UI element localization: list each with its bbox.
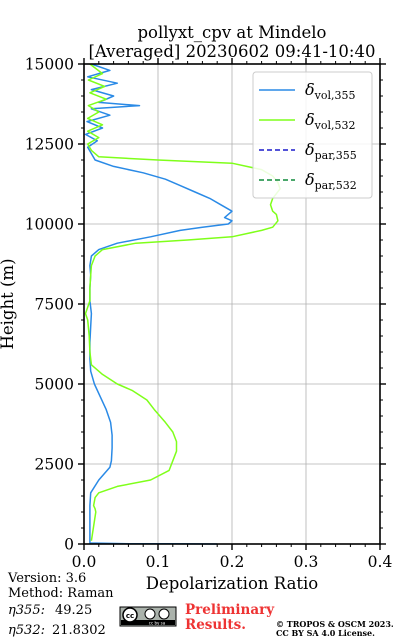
y-tick-label: 15000 <box>25 56 74 74</box>
y-tick-label: 12500 <box>25 136 74 154</box>
x-tick-label: 0.1 <box>146 553 171 571</box>
eta355-value: 49.25 <box>55 603 92 618</box>
x-tick-label: 0.0 <box>72 553 97 571</box>
y-tick-label: 10000 <box>25 216 74 234</box>
chart-title-line1: pollyxt_cpv at Mindelo <box>138 23 327 42</box>
cc-license-badge-icon: cc cc by sa <box>119 606 177 627</box>
method-text: Method: Raman <box>8 586 114 601</box>
y-tick-label: 5000 <box>35 376 74 394</box>
preliminary-line2: Results. <box>185 617 246 633</box>
x-tick-label: 0.4 <box>368 553 393 571</box>
series-layer <box>84 63 281 545</box>
cc-badge-text: cc by sa <box>149 621 166 626</box>
y-tick-label: 0 <box>64 536 74 554</box>
svg-text:cc: cc <box>126 612 134 620</box>
eta355-label: η355: <box>8 603 45 618</box>
x-axis-label: Depolarization Ratio <box>146 574 319 593</box>
x-tick-label: 0.2 <box>220 553 245 571</box>
legend-box <box>252 71 373 199</box>
y-tick-label: 2500 <box>35 456 74 474</box>
chart-title-line2: [Averaged] 20230602 09:41-10:40 <box>89 42 376 61</box>
copyright-line2: CC BY SA 4.0 License. <box>276 628 375 638</box>
series-line-vol-532 <box>84 63 281 541</box>
x-tick-label: 0.3 <box>294 553 319 571</box>
eta532-row: η532: 21.8302 <box>8 623 106 638</box>
preliminary-line1: Preliminary <box>185 602 275 618</box>
y-axis-label: Height (m) <box>0 258 17 349</box>
axis-ticks: 0.0 0.1 0.2 0.3 0.4 0 2500 5000 7500 10000 12500 15… <box>25 56 393 572</box>
eta355-row: η355: 49.25 <box>8 603 92 618</box>
copyright-line1: © TROPOS & OSCM 2023. <box>276 619 394 629</box>
eta532-label: η532: <box>8 623 45 638</box>
version-text: Version: 3.6 <box>7 571 86 586</box>
eta532-value: 21.8302 <box>52 623 106 638</box>
y-tick-label: 7500 <box>35 296 74 314</box>
